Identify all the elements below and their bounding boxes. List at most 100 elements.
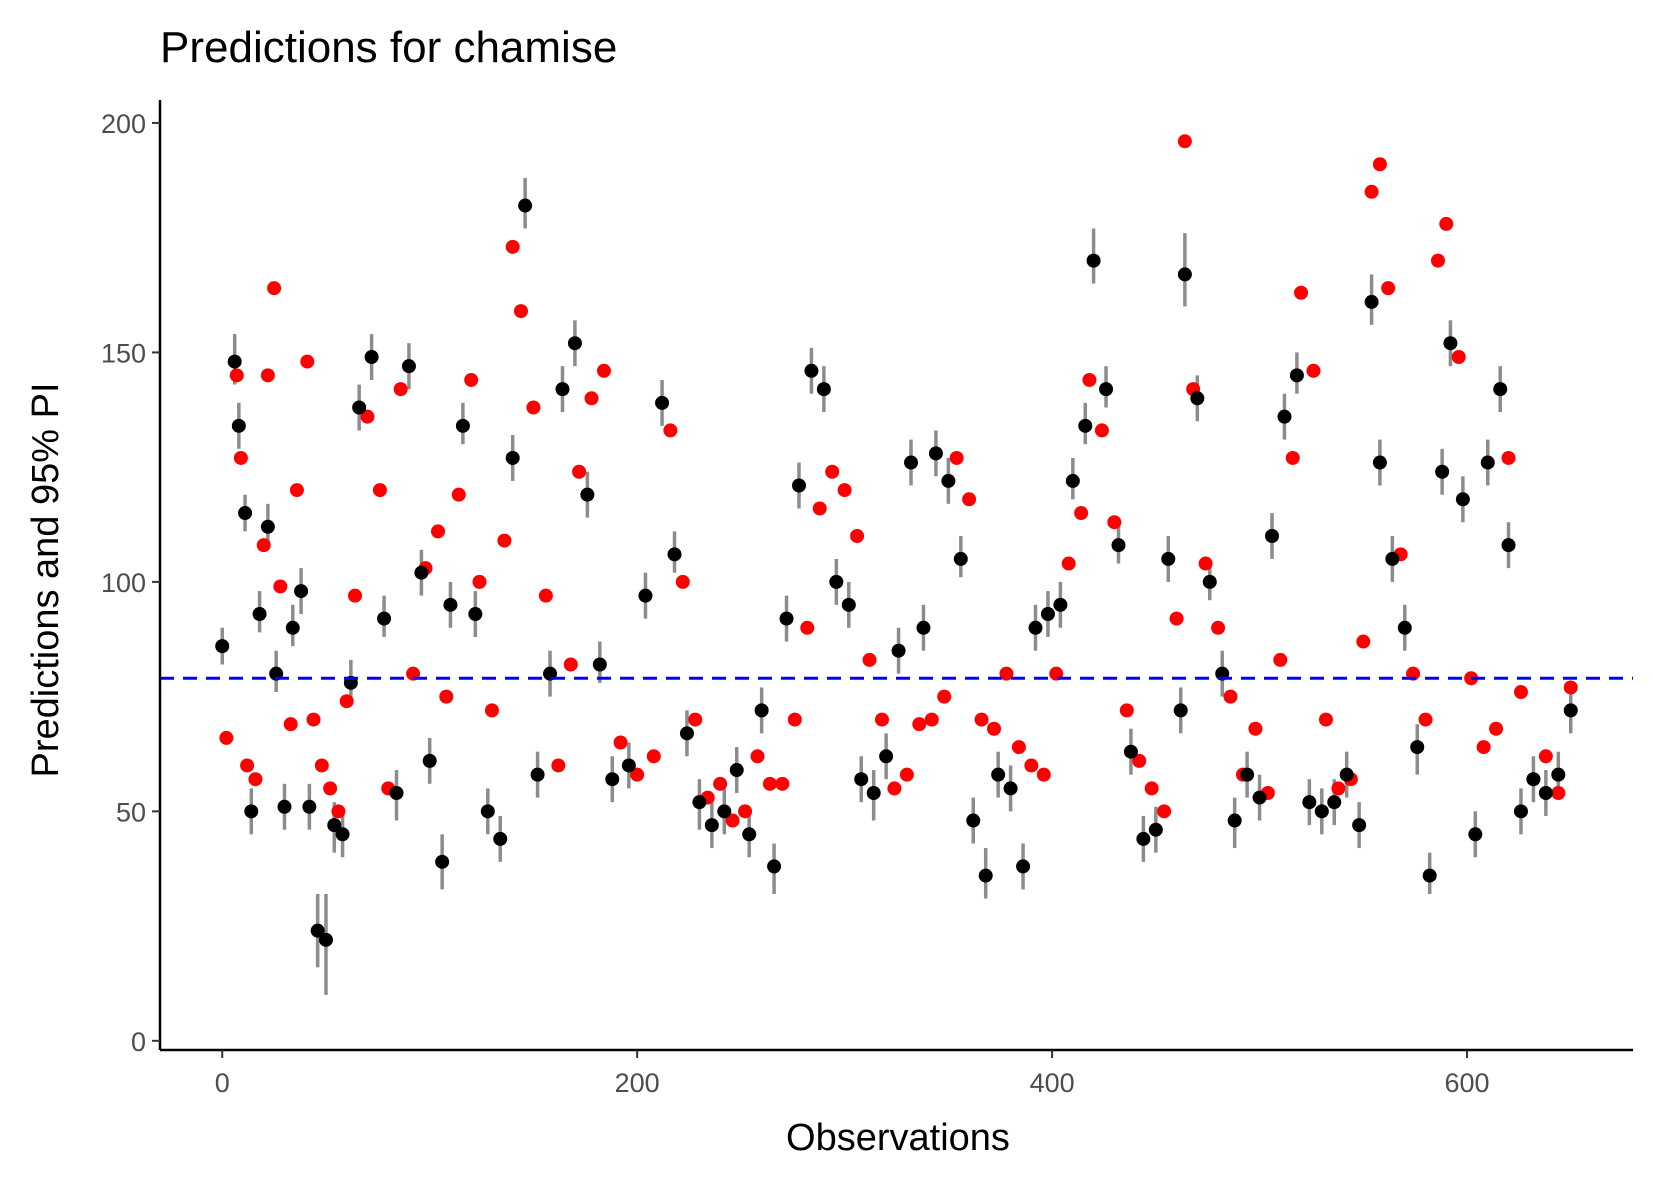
observed-point [233, 450, 248, 465]
predicted-point [1339, 767, 1354, 782]
predicted-point [1111, 538, 1126, 553]
predicted-point [1352, 818, 1367, 833]
predicted-point [1240, 767, 1255, 782]
observed-point [1306, 363, 1321, 378]
predicted-point [941, 473, 956, 488]
observed-point [1061, 556, 1076, 571]
observed-point [738, 804, 753, 819]
predicted-point [791, 478, 806, 493]
predicted-point [468, 607, 483, 622]
predicted-point [592, 657, 607, 672]
observed-point [273, 579, 288, 594]
predicted-point [1314, 804, 1329, 819]
observed-point [1177, 134, 1192, 149]
observed-point [1211, 620, 1226, 635]
observed-point [987, 721, 1002, 736]
observed-point [526, 400, 541, 415]
observed-point [431, 524, 446, 539]
observed-point [1036, 767, 1051, 782]
predicted-point [1364, 294, 1379, 309]
predicted-point [991, 767, 1006, 782]
predicted-layer [215, 198, 1578, 947]
predicted-point [1190, 391, 1205, 406]
predicted-point [638, 588, 653, 603]
observed-point [464, 372, 479, 387]
predicted-point [1277, 409, 1292, 424]
predicted-point [480, 804, 495, 819]
observed-point [1331, 781, 1346, 796]
observed-point [1132, 753, 1147, 768]
observed-point [300, 354, 315, 369]
predicted-point [318, 932, 333, 947]
predicted-point [518, 198, 533, 213]
predicted-point [1003, 781, 1018, 796]
predicted-point [580, 487, 595, 502]
observed-point [974, 712, 989, 727]
predicted-point [294, 584, 309, 599]
observed-point [497, 533, 512, 548]
predicted-point [729, 763, 744, 778]
observed-point [1551, 785, 1566, 800]
predicted-point [260, 519, 275, 534]
predicted-point [364, 350, 379, 365]
y-axis-title: Predictions and 95% PI [25, 382, 67, 777]
predicted-point [493, 831, 508, 846]
predicted-point [335, 827, 350, 842]
predicted-point [754, 703, 769, 718]
predicted-point [854, 772, 869, 787]
predicted-point [1016, 859, 1031, 874]
predicted-point [1265, 528, 1280, 543]
observed-point [688, 712, 703, 727]
observed-point [937, 689, 952, 704]
predicted-point [1078, 418, 1093, 433]
observed-point [1439, 216, 1454, 231]
predicted-point [1040, 607, 1055, 622]
observed-point [1364, 184, 1379, 199]
observed-point [323, 781, 338, 796]
observed-point [1430, 253, 1445, 268]
predicted-point [1053, 597, 1068, 612]
predicted-point [891, 643, 906, 658]
predicted-point [1148, 822, 1163, 837]
predicted-point [1480, 455, 1495, 470]
observed-point [584, 391, 599, 406]
observed-point [240, 758, 255, 773]
observed-point [725, 813, 740, 828]
observed-point [306, 712, 321, 727]
predicted-point [779, 611, 794, 626]
observed-point [630, 767, 645, 782]
observed-point [887, 781, 902, 796]
predicted-point [1099, 382, 1114, 397]
x-tick-label: 200 [615, 1068, 660, 1098]
predicted-point [1493, 382, 1508, 397]
predicted-point [1422, 868, 1437, 883]
observed-point [924, 712, 939, 727]
predicted-point [389, 785, 404, 800]
observed-point [1074, 506, 1089, 521]
predicted-point [414, 565, 429, 580]
predicted-point [1526, 772, 1541, 787]
predicted-point [227, 354, 242, 369]
observed-point [1356, 634, 1371, 649]
observed-point [229, 368, 244, 383]
observed-point [663, 423, 678, 438]
y-tick-label: 150 [101, 338, 146, 368]
observed-point [1513, 685, 1528, 700]
observed-point [762, 776, 777, 791]
observed-point [1501, 450, 1516, 465]
observed-point [1418, 712, 1433, 727]
predicted-point [704, 818, 719, 833]
observed-point [999, 666, 1014, 681]
predicted-point [841, 597, 856, 612]
predicted-point [953, 551, 968, 566]
observed-point [538, 588, 553, 603]
predicted-point [310, 923, 325, 938]
observed-point [646, 749, 661, 764]
predicted-point [215, 639, 230, 654]
predicted-point [717, 804, 732, 819]
observed-point [613, 735, 628, 750]
observed-point [1372, 157, 1387, 172]
predicted-point [244, 804, 259, 819]
observed-point [962, 492, 977, 507]
y-ticks: 0 50 100 150 200 [101, 109, 160, 1057]
